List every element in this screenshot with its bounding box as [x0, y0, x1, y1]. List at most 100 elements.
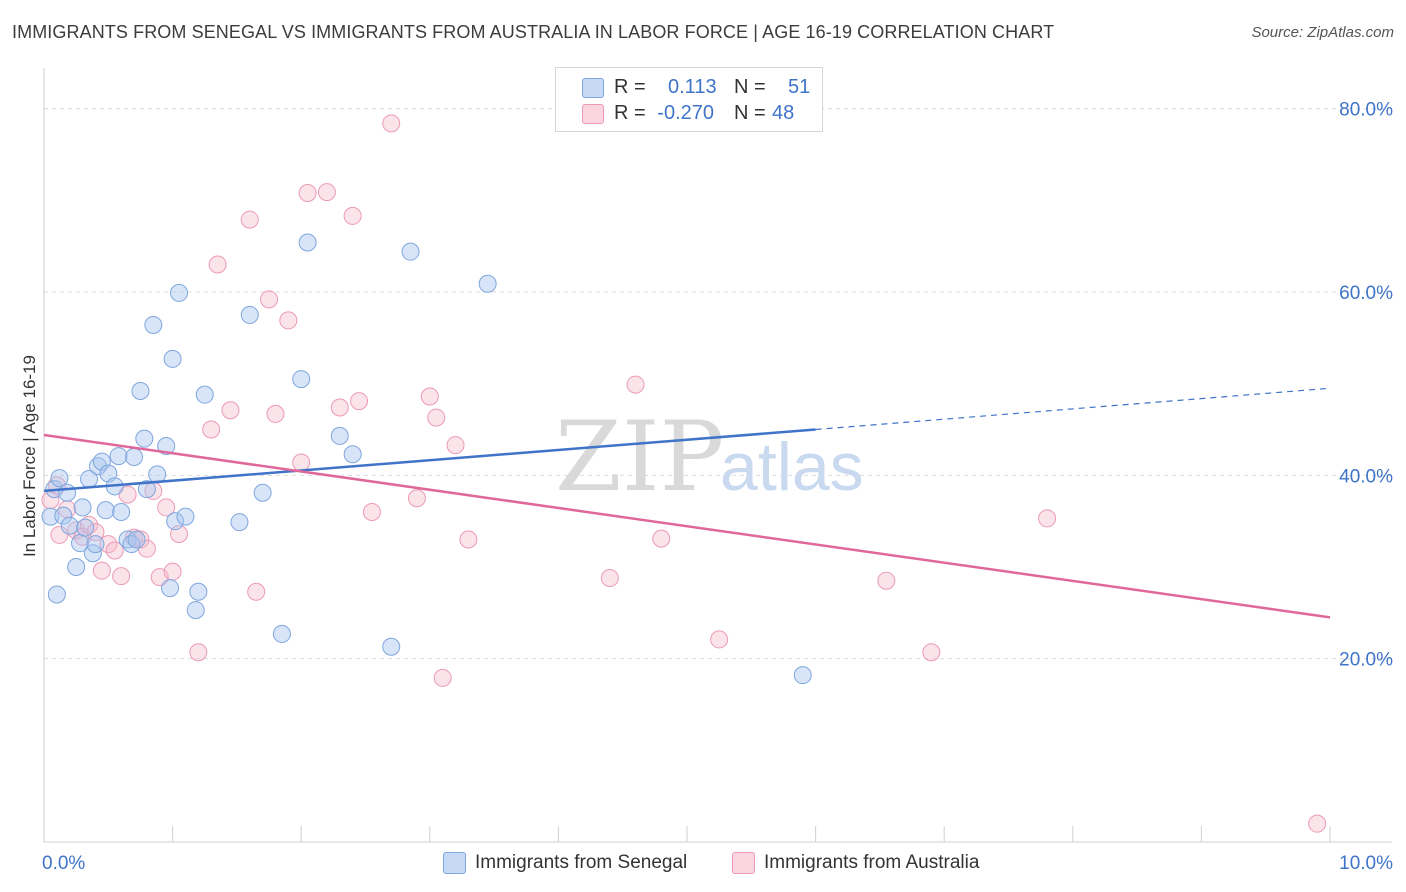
senegal-trend-line [43, 428, 816, 493]
bottom-legend-senegal-swatch [443, 852, 466, 874]
senegal-swatch [582, 78, 604, 98]
y-tick-label: 60.0% [1339, 283, 1393, 304]
senegal-point [163, 349, 182, 368]
australia-point [105, 541, 124, 560]
australia-point [626, 375, 645, 394]
x-tick-label: 10.0% [1339, 853, 1393, 874]
senegal-point [343, 445, 362, 464]
australia-point [112, 567, 131, 586]
legend-senegal-n: 51 [788, 75, 811, 98]
australia-point [433, 668, 452, 687]
senegal-point [137, 480, 156, 499]
australia-point [208, 255, 227, 274]
senegal-point [144, 316, 163, 334]
australia-point [350, 392, 369, 411]
y-tick-label: 20.0% [1339, 650, 1393, 671]
senegal-point [41, 507, 60, 526]
senegal-point [96, 501, 115, 520]
watermark-atlas: atlas [720, 429, 864, 505]
gridlines [44, 108, 1392, 660]
senegal-point [76, 518, 95, 537]
senegal-point [135, 429, 154, 448]
senegal-point [272, 624, 291, 643]
x-tick-label: 0.0% [42, 853, 85, 874]
australia-point [1308, 814, 1327, 833]
senegal-point [73, 498, 92, 517]
watermark: ZIP atlas [555, 401, 864, 513]
australia-point [202, 420, 221, 439]
legend-australia-r: -0.270 [657, 101, 714, 124]
australia-point [189, 643, 208, 662]
y-axis-label: In Labor Force | Age 16-19 [20, 355, 39, 557]
senegal-point [60, 516, 79, 535]
source-label: Source: ZipAtlas.com [1251, 24, 1394, 41]
trend-lines [43, 387, 1331, 619]
australia-point [240, 210, 259, 229]
senegal-point [54, 506, 73, 525]
australia-point [260, 290, 279, 309]
australia-point [600, 569, 619, 587]
senegal-point [478, 274, 497, 293]
legend-australia-n: 48 [772, 101, 795, 124]
senegal-point [131, 382, 150, 400]
senegal-point [166, 512, 185, 531]
australia-point [221, 401, 240, 420]
australia-point [362, 503, 381, 521]
senegal-point [292, 370, 311, 389]
senegal-point [382, 637, 401, 656]
axes [43, 68, 1392, 843]
australia-point [163, 562, 182, 581]
watermark-zip: ZIP [555, 401, 724, 513]
senegal-point [125, 448, 144, 466]
senegal-point [127, 530, 146, 549]
senegal-point [157, 437, 176, 455]
senegal-point [92, 452, 111, 471]
australia-point [157, 498, 176, 517]
australia-point [420, 387, 439, 406]
senegal-point [330, 426, 349, 445]
australia-point [292, 453, 311, 472]
senegal-point [161, 579, 180, 598]
australia-swatch [582, 104, 604, 124]
australia-point [279, 311, 298, 330]
data-points [41, 114, 1327, 833]
senegal-point [67, 558, 86, 576]
tick-labels: 20.0% 40.0% 60.0% 80.0% 0.0% 10.0% [42, 100, 1393, 874]
senegal-point [186, 601, 205, 620]
senegal-point [195, 385, 214, 404]
legend-n-label: N = [734, 101, 766, 124]
legend-n-label: N = [734, 75, 766, 98]
australia-point [343, 206, 362, 225]
australia-point [99, 535, 118, 554]
senegal-trend-extension [815, 387, 1331, 431]
australia-point [710, 630, 729, 649]
senegal-point [253, 483, 272, 502]
correlation-legend: R = 0.113 N = 51 R = -0.270 N = 48 [555, 67, 823, 132]
senegal-point [112, 503, 131, 521]
australia-point [247, 582, 266, 601]
senegal-point [47, 585, 66, 604]
australia-point [330, 398, 349, 417]
australia-point [298, 184, 317, 202]
australia-point [922, 643, 941, 662]
australia-point [652, 529, 671, 548]
bottom-legend-australia-swatch [732, 852, 755, 874]
y-tick-label: 80.0% [1339, 100, 1393, 121]
senegal-point [230, 513, 249, 532]
senegal-point [50, 469, 69, 488]
legend-r-label: R = [614, 101, 646, 124]
australia-point [877, 571, 896, 590]
senegal-point [189, 582, 208, 601]
australia-point [427, 408, 446, 427]
senegal-point [58, 483, 77, 502]
bottom-legend-senegal: Immigrants from Senegal [475, 852, 688, 873]
y-tick-label: 40.0% [1339, 466, 1393, 487]
senegal-point [298, 233, 317, 252]
bottom-legend-australia: Immigrants from Australia [764, 852, 980, 873]
senegal-point [86, 535, 105, 554]
australia-point [50, 525, 69, 544]
senegal-point [240, 305, 259, 324]
legend-r-label: R = [614, 75, 646, 98]
senegal-point [109, 447, 128, 466]
